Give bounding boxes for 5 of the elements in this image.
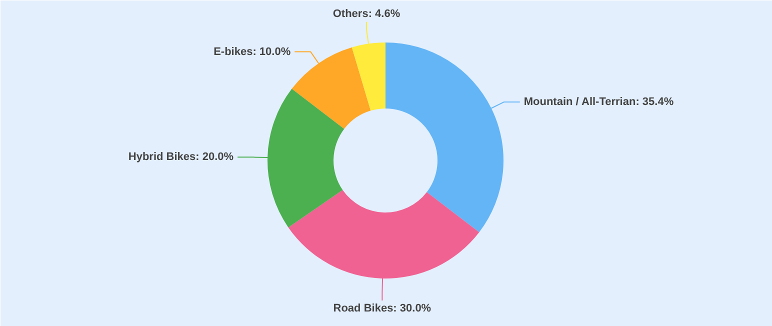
slice-label: Hybrid Bikes: 20.0% (128, 151, 234, 164)
slice-label: Mountain / All-Terrian: 35.4% (524, 96, 674, 108)
slice-label: E-bikes: 10.0% (214, 46, 291, 58)
slice-label: Road Bikes: 30.0% (333, 302, 432, 314)
slice-label: Others: 4.6% (332, 8, 400, 20)
